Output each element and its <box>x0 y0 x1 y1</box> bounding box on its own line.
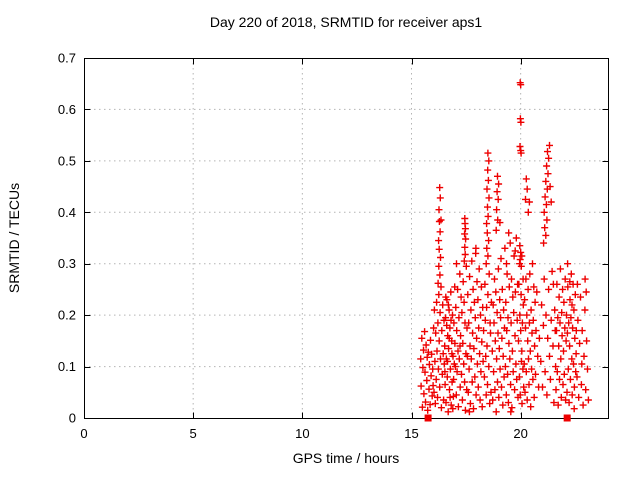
y-tick-label: 0.6 <box>58 102 76 117</box>
x-tick-label: 0 <box>80 426 87 441</box>
y-tick-label: 0.4 <box>58 205 76 220</box>
y-axis-label: SRMTID / TECUs <box>6 182 22 294</box>
x-tick-label: 15 <box>404 426 418 441</box>
square-marker <box>424 414 432 422</box>
y-tick-label: 0 <box>69 411 76 426</box>
y-tick-label: 0.7 <box>58 51 76 66</box>
tick-labels: 0 5 10 15 20 0 0.1 0.2 0.3 0.4 0.5 0.6 0.7 <box>58 51 528 442</box>
chart-title: Day 220 of 2018, SRMTID for receiver aps… <box>209 14 483 30</box>
y-tick-label: 0.1 <box>58 359 76 374</box>
x-axis-label: GPS time / hours <box>292 450 400 466</box>
plot-border <box>84 58 609 419</box>
square-marker <box>563 414 571 422</box>
axes <box>84 58 609 419</box>
x-tick-label: 10 <box>295 426 309 441</box>
y-tick-label: 0.3 <box>58 256 76 271</box>
y-tick-label: 0.2 <box>58 308 76 323</box>
y-tick-label: 0.5 <box>58 153 76 168</box>
x-tick-label: 5 <box>190 426 197 441</box>
gridlines <box>84 58 608 418</box>
data-points <box>417 79 592 416</box>
square-markers <box>424 414 571 422</box>
plus-markers <box>417 79 592 416</box>
x-tick-label: 20 <box>513 426 527 441</box>
